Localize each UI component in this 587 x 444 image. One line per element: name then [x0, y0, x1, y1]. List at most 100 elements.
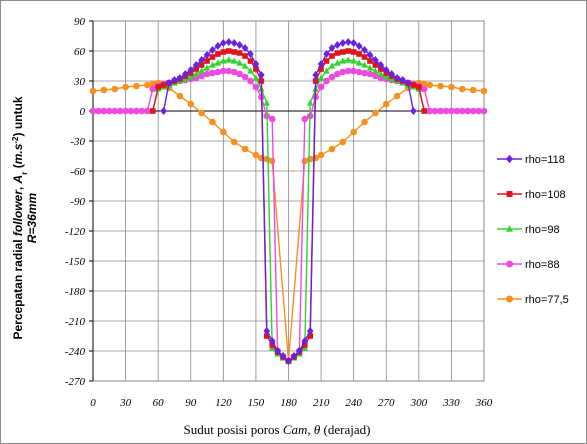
data-point — [247, 58, 254, 64]
data-point — [469, 107, 477, 115]
data-point — [355, 68, 363, 76]
data-point — [426, 81, 433, 89]
data-point — [160, 82, 167, 88]
x-tick-label: 240 — [345, 397, 362, 409]
legend-item: rho=88 — [497, 259, 560, 271]
data-point — [426, 107, 433, 115]
y-tick-label: 60 — [74, 46, 86, 58]
series-rho=118 — [160, 38, 417, 365]
data-point — [344, 56, 352, 63]
data-point — [220, 128, 227, 136]
y-tick-label: -150 — [65, 256, 86, 268]
data-point — [258, 71, 265, 79]
y-tick-label: -240 — [65, 346, 86, 358]
data-point — [393, 74, 401, 82]
legend-item: rho=118 — [497, 154, 565, 166]
data-point — [225, 38, 233, 46]
x-tick-label: 300 — [410, 397, 428, 409]
data-point — [105, 107, 113, 115]
data-point — [149, 108, 156, 114]
data-point — [480, 87, 488, 95]
legend-label: rho=88 — [525, 259, 560, 271]
data-point — [421, 108, 428, 114]
legend-marker — [506, 225, 513, 232]
data-point — [399, 76, 406, 84]
data-point — [230, 138, 238, 146]
data-point — [377, 70, 385, 77]
data-point — [458, 107, 466, 115]
data-point — [453, 107, 461, 115]
data-point — [372, 67, 379, 74]
data-point — [464, 107, 472, 115]
data-point — [344, 38, 352, 46]
data-point — [361, 54, 368, 60]
data-point — [127, 107, 135, 115]
data-point — [480, 107, 488, 115]
data-point — [133, 82, 140, 90]
data-point — [149, 80, 157, 88]
data-point — [475, 107, 482, 115]
data-point — [317, 83, 325, 91]
data-point — [377, 61, 385, 69]
data-point — [171, 76, 178, 84]
x-tick-label: 30 — [119, 397, 132, 409]
data-point — [193, 66, 199, 72]
data-point — [350, 49, 357, 55]
data-point — [192, 70, 200, 77]
data-point — [214, 68, 222, 76]
data-point — [144, 107, 151, 115]
data-point — [285, 357, 292, 365]
data-series — [89, 38, 488, 365]
data-point — [268, 115, 276, 123]
data-point — [252, 151, 260, 159]
data-point — [225, 48, 232, 54]
data-point — [437, 82, 444, 90]
data-point — [448, 83, 455, 91]
data-point — [334, 50, 341, 56]
data-point — [253, 66, 259, 72]
data-point — [203, 51, 211, 59]
data-point — [416, 84, 422, 90]
data-point — [203, 70, 211, 78]
y-tick-label: -60 — [70, 166, 85, 178]
data-point — [268, 337, 276, 345]
x-tick-label: 150 — [248, 397, 265, 409]
data-point — [469, 86, 477, 94]
y-tick-label: -210 — [65, 316, 86, 328]
data-point — [192, 61, 200, 69]
data-point — [176, 74, 184, 82]
y-tick-label: 90 — [74, 16, 86, 28]
data-point — [198, 67, 205, 74]
data-point — [215, 51, 221, 57]
x-tick-label: 120 — [215, 397, 232, 409]
data-point — [431, 107, 439, 115]
data-point — [307, 333, 314, 339]
data-point — [442, 107, 450, 115]
data-point — [252, 83, 260, 91]
data-point — [89, 107, 97, 115]
data-point — [209, 54, 216, 60]
data-point — [361, 61, 368, 68]
data-point — [339, 39, 347, 47]
legend-marker — [506, 191, 513, 197]
data-point — [241, 62, 249, 69]
data-point — [437, 107, 444, 115]
legend-label: rho=118 — [525, 154, 565, 166]
y-tick-label: 30 — [73, 76, 86, 88]
data-point — [290, 352, 298, 360]
data-point — [393, 92, 401, 100]
data-point — [301, 337, 309, 345]
data-point — [312, 71, 319, 79]
x-tick-label: 60 — [153, 397, 165, 409]
data-point — [410, 82, 417, 88]
data-point — [329, 53, 335, 59]
data-point — [236, 41, 243, 49]
data-point — [410, 107, 417, 115]
data-point — [252, 60, 260, 68]
data-point — [420, 80, 428, 88]
data-point — [361, 46, 368, 54]
data-point — [198, 72, 205, 80]
x-axis-label: Sudut posisi poros Cam, θ (derajad) — [184, 422, 371, 437]
